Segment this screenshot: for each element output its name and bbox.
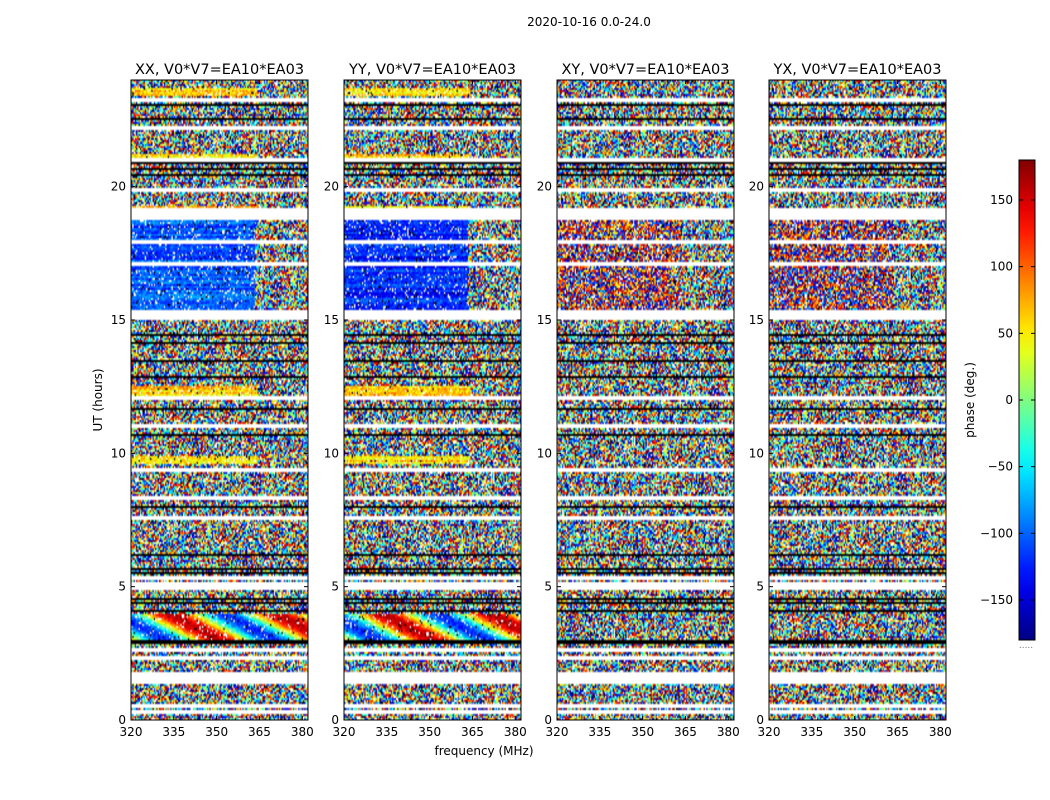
panel-xy: XY, V0*V7=EA10*EA03 320 335 350 365 380 0 5 10 15… [537, 62, 740, 739]
y-tick-label: 5 [756, 580, 764, 594]
y-tick-label: 10 [537, 446, 552, 460]
y-tick-label: 5 [331, 580, 339, 594]
panel-yy: YY, V0*V7=EA10*EA03 320 335 350 365 380 0 5 10 15… [324, 62, 527, 739]
colorbar-tick-label: −100 [980, 526, 1013, 540]
x-tick-label: 320 [546, 725, 569, 739]
figure-suptitle: 2020-10-16 0.0-24.0 [527, 15, 651, 29]
panel-frame [556, 79, 735, 721]
heatmap-image-yx [769, 80, 946, 720]
heatmap-image-yy [344, 80, 521, 720]
y-tick-label: 0 [544, 713, 552, 727]
panel-yx: YX, V0*V7=EA10*EA03 320 335 350 365 380 0 5 10 15… [749, 62, 952, 739]
colorbar-tick-label: 150 [990, 193, 1013, 207]
x-tick-label: 350 [631, 725, 654, 739]
y-tick-label: 10 [111, 446, 126, 460]
x-tick-label: 380 [929, 725, 952, 739]
y-tick-label: 10 [749, 446, 764, 460]
y-tick-label: 20 [537, 180, 552, 194]
colorbar-below-label: ..... [1019, 641, 1033, 651]
x-tick-label: 350 [418, 725, 441, 739]
x-tick-label: 335 [800, 725, 823, 739]
y-tick-label: 15 [749, 313, 764, 327]
x-tick-label: 320 [758, 725, 781, 739]
y-tick-label: 0 [331, 713, 339, 727]
panels-group: XX, V0*V7=EA10*EA03 320 335 350 365 380 0 5 10 15… [111, 62, 952, 739]
heatmap-image-xy [557, 80, 734, 720]
panel-frame [768, 79, 947, 721]
x-tick-label: 335 [588, 725, 611, 739]
y-tick-label: 5 [118, 580, 126, 594]
x-axis-label: frequency (MHz) [434, 744, 533, 758]
x-tick-label: 335 [375, 725, 398, 739]
colorbar: −150 −100 −50 0 50 100 150 [980, 159, 1036, 641]
panel-frame [130, 79, 309, 721]
panel-title-xy: XY, V0*V7=EA10*EA03 [561, 62, 729, 78]
panel-title-yy: YY, V0*V7=EA10*EA03 [348, 62, 516, 78]
colorbar-tick-label: 50 [998, 326, 1013, 340]
colorbar-label: phase (deg.) [963, 362, 977, 438]
x-tick-label: 380 [504, 725, 527, 739]
y-tick-label: 20 [111, 180, 126, 194]
y-tick-label: 15 [537, 313, 552, 327]
x-tick-label: 365 [886, 725, 909, 739]
y-tick-label: 0 [756, 713, 764, 727]
colorbar-tick-label: −50 [988, 460, 1013, 474]
y-tick-label: 20 [324, 180, 339, 194]
x-tick-label: 320 [333, 725, 356, 739]
y-tick-label: 0 [118, 713, 126, 727]
panel-title-xx: XX, V0*V7=EA10*EA03 [135, 62, 304, 78]
y-tick-label: 15 [324, 313, 339, 327]
y-tick-label: 15 [111, 313, 126, 327]
y-tick-label: 10 [324, 446, 339, 460]
x-tick-label: 365 [248, 725, 271, 739]
x-tick-label: 350 [843, 725, 866, 739]
x-tick-label: 365 [461, 725, 484, 739]
colorbar-tick-label: 0 [1005, 393, 1013, 407]
colorbar-tick-label: −150 [980, 593, 1013, 607]
x-tick-label: 320 [120, 725, 143, 739]
x-tick-label: 380 [717, 725, 740, 739]
y-axis-label: UT (hours) [91, 368, 105, 431]
x-tick-label: 380 [291, 725, 314, 739]
y-tick-label: 20 [749, 180, 764, 194]
x-tick-label: 365 [674, 725, 697, 739]
heatmap-image-xx [131, 80, 308, 720]
x-tick-label: 335 [162, 725, 185, 739]
y-tick-label: 5 [544, 580, 552, 594]
panel-xx: XX, V0*V7=EA10*EA03 320 335 350 365 380 0 5 10 15… [111, 62, 314, 739]
panel-frame [343, 79, 522, 721]
colorbar-tick-label: 100 [990, 260, 1013, 274]
x-tick-label: 350 [205, 725, 228, 739]
panel-title-yx: YX, V0*V7=EA10*EA03 [772, 62, 941, 78]
